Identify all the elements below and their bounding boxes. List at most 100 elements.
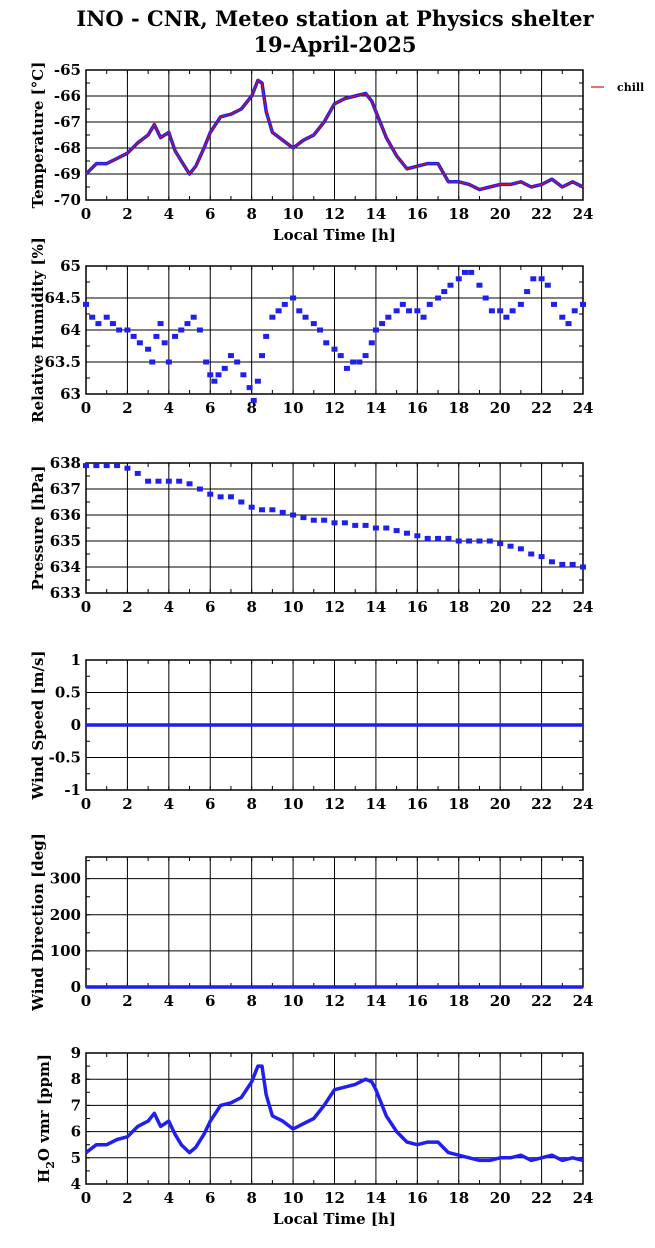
- data-point: [136, 340, 143, 346]
- data-point: [476, 282, 483, 288]
- x-tick-label: 14: [365, 205, 386, 223]
- data-point: [435, 295, 442, 301]
- y-tick-label: 636: [50, 506, 81, 524]
- x-tick-label: 0: [81, 399, 91, 417]
- data-point: [281, 301, 288, 307]
- data-point: [215, 372, 222, 378]
- data-point: [95, 321, 102, 327]
- data-point: [290, 512, 297, 518]
- y-tick-label: 200: [50, 906, 81, 924]
- x-tick-label: 8: [246, 795, 256, 813]
- x-tick-label: 20: [490, 1189, 511, 1207]
- data-point: [406, 308, 413, 314]
- data-point: [580, 564, 586, 570]
- series-line: [84, 1064, 584, 1163]
- data-point: [317, 327, 324, 333]
- x-tick-label: 8: [246, 598, 256, 616]
- data-point: [497, 308, 504, 314]
- y-tick-label: -65: [54, 61, 81, 79]
- y-axis-label: Wind Speed [m/s]: [29, 650, 47, 800]
- x-tick-label: 8: [246, 399, 256, 417]
- data-point: [234, 359, 241, 365]
- data-point: [157, 321, 164, 327]
- y-tick-label: 64: [60, 321, 81, 339]
- data-point: [372, 327, 379, 333]
- data-point: [263, 333, 270, 339]
- data-point: [341, 520, 348, 526]
- data-point: [176, 478, 183, 484]
- y-tick-label: 6: [71, 1123, 81, 1141]
- data-point: [569, 561, 576, 567]
- data-point: [497, 541, 504, 547]
- data-point: [466, 538, 473, 544]
- data-point: [302, 314, 309, 320]
- data-point: [149, 359, 156, 365]
- x-tick-label: 10: [283, 205, 304, 223]
- x-tick-label: 16: [407, 795, 428, 813]
- x-tick-label: 6: [205, 598, 215, 616]
- data-point: [172, 333, 179, 339]
- y-tick-label: 0.5: [55, 684, 81, 702]
- x-tick-label: 4: [164, 992, 174, 1010]
- data-point: [424, 535, 431, 541]
- data-point: [331, 346, 338, 352]
- y-tick-label: 0: [71, 716, 81, 734]
- data-point: [269, 507, 276, 513]
- x-tick-label: 4: [164, 399, 174, 417]
- x-tick-label: 16: [407, 399, 428, 417]
- y-tick-label: 7: [71, 1096, 81, 1114]
- y-tick-label: 634: [50, 558, 81, 576]
- x-tick-label: 2: [122, 598, 132, 616]
- data-point: [528, 551, 535, 557]
- x-axis-label: Local Time [h]: [273, 226, 396, 244]
- x-tick-label: 14: [365, 399, 386, 417]
- y-axis-label: Temperature [°C]: [29, 62, 47, 209]
- data-point: [352, 522, 359, 528]
- data-point: [207, 372, 214, 378]
- x-tick-label: 8: [246, 1189, 256, 1207]
- x-tick-label: 4: [164, 795, 174, 813]
- y-axis-label: Wind Direction [deg]: [29, 833, 47, 1012]
- x-tick-label: 24: [573, 598, 594, 616]
- data-point: [114, 463, 121, 469]
- data-point: [83, 463, 89, 469]
- data-point: [89, 314, 96, 320]
- x-tick-label: 24: [573, 992, 594, 1010]
- plot-frame: [85, 69, 584, 201]
- data-point: [109, 321, 116, 327]
- data-point: [426, 301, 433, 307]
- data-point: [190, 314, 197, 320]
- y-tick-label: 635: [50, 532, 81, 550]
- y-tick-label: 4: [71, 1175, 81, 1193]
- data-point: [343, 365, 350, 371]
- x-tick-label: 20: [490, 205, 511, 223]
- data-point: [538, 276, 545, 282]
- y-tick-label: -68: [54, 139, 81, 157]
- panel-temperature: -70-69-68-67-66-650 2 4 6 8 10 12 14 16 18 20 22 24T…: [29, 61, 644, 244]
- y-tick-label: 8: [71, 1070, 81, 1088]
- y-tick-label: 0: [71, 978, 81, 996]
- x-tick-label: 4: [164, 598, 174, 616]
- x-tick-label: 0: [81, 795, 91, 813]
- x-tick-label: 14: [365, 598, 386, 616]
- data-point: [130, 333, 137, 339]
- x-tick-label: 12: [324, 598, 345, 616]
- y-tick-label: -0.5: [49, 749, 81, 767]
- y-tick-label: 5: [71, 1149, 81, 1167]
- x-tick-label: 16: [407, 598, 428, 616]
- x-tick-label: 2: [122, 992, 132, 1010]
- x-tick-label: 14: [365, 992, 386, 1010]
- x-tick-label: 10: [283, 399, 304, 417]
- data-point: [196, 327, 203, 333]
- data-point: [155, 478, 162, 484]
- y-tick-label: 64.5: [44, 289, 81, 307]
- data-point: [414, 533, 421, 539]
- y-tick-label: 9: [71, 1044, 81, 1062]
- y-tick-label: -1: [64, 781, 81, 799]
- x-tick-label: 2: [122, 795, 132, 813]
- data-point: [548, 559, 555, 565]
- x-tick-label: 0: [81, 1189, 91, 1207]
- data-point: [153, 333, 160, 339]
